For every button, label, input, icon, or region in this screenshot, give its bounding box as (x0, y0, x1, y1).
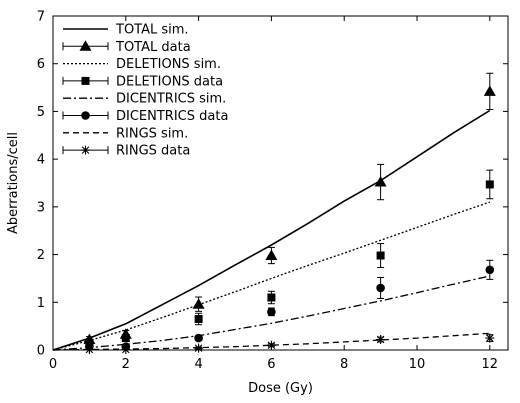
y-tick-label: 5 (37, 105, 45, 120)
square-marker (376, 251, 385, 260)
legend-entry-dicentrics-data: DICENTRICS data (62, 109, 228, 124)
triangle-marker (265, 249, 278, 261)
total-sim-line (52, 109, 491, 351)
x-tick-label: 8 (340, 357, 348, 372)
square-marker (194, 314, 203, 323)
circle-marker (267, 307, 276, 317)
legend: TOTAL sim. TOTAL data DELETIONS sim. DELETI… (62, 23, 228, 159)
legend-entry-rings-sim: RINGS sim. (63, 126, 188, 141)
dicentrics-data-point (485, 259, 495, 280)
deletions-data-point (376, 243, 385, 268)
legend-label: DICENTRICS data (116, 109, 228, 124)
deletions-data-point (121, 334, 130, 343)
y-tick-label: 3 (37, 200, 45, 215)
x-tick-label: 10 (409, 357, 426, 372)
legend-entry-total-sim: TOTAL sim. (63, 23, 189, 38)
legend-label: TOTAL sim. (115, 23, 189, 38)
plot-frame (52, 15, 509, 351)
y-tick-label: 7 (37, 10, 45, 25)
rings-data-point (485, 333, 495, 343)
star-marker (485, 333, 495, 343)
legend-star-marker (81, 145, 90, 155)
deletions-data-point (267, 290, 276, 305)
triangle-marker (374, 176, 387, 187)
legend-entry-dicentrics-sim: DICENTRICS sim. (63, 92, 226, 107)
dicentrics-data-point (194, 333, 203, 343)
deletions-data-point (485, 169, 494, 200)
square-marker (485, 180, 494, 189)
star-marker (376, 335, 386, 345)
legend-entry-total-data: TOTAL data (62, 40, 191, 55)
circle-marker (376, 283, 385, 293)
square-marker (267, 293, 276, 302)
dicentrics-data-point (267, 307, 276, 317)
legend-entry-deletions-sim: DELETIONS sim. (63, 57, 221, 72)
legend-circle-marker (81, 111, 90, 120)
total-data-point (265, 246, 278, 265)
legend-label: RINGS data (116, 144, 190, 159)
square-marker (121, 334, 130, 343)
legend-entry-deletions-data: DELETIONS data (62, 74, 223, 89)
legend-entry-rings-data: RINGS data (62, 144, 190, 159)
triangle-marker (483, 85, 496, 96)
circle-marker (485, 265, 495, 275)
deletions-data-point (194, 312, 203, 326)
circle-marker (194, 333, 203, 343)
legend-label: DICENTRICS sim. (116, 92, 226, 107)
y-tick-label: 6 (37, 57, 45, 72)
total-data-point (483, 72, 496, 111)
x-tick-label: 0 (49, 357, 57, 372)
legend-label: DELETIONS sim. (116, 57, 221, 72)
legend-label: RINGS sim. (116, 126, 188, 141)
x-tick-label: 2 (122, 357, 130, 372)
y-axis-label: Aberrations/cell (6, 132, 21, 234)
y-tick-label: 1 (37, 296, 45, 311)
legend-label: DELETIONS data (116, 74, 223, 89)
legend-triangle-marker (79, 40, 92, 51)
deletions-sim-line (52, 201, 491, 351)
dicentrics-sim-line (52, 275, 490, 351)
total-data-point (374, 163, 387, 201)
legend-label: TOTAL data (115, 40, 191, 55)
legend-square-marker (81, 76, 90, 85)
y-tick-label: 0 (37, 344, 45, 359)
x-tick-label: 12 (482, 357, 499, 372)
dicentrics-data-point (376, 276, 385, 299)
rings-data-point (376, 335, 386, 345)
x-tick-label: 4 (194, 357, 202, 372)
y-tick-label: 4 (37, 153, 45, 168)
x-tick-label: 6 (267, 357, 275, 372)
y-tick-label: 2 (37, 248, 45, 263)
x-axis-label: Dose (Gy) (248, 381, 313, 396)
